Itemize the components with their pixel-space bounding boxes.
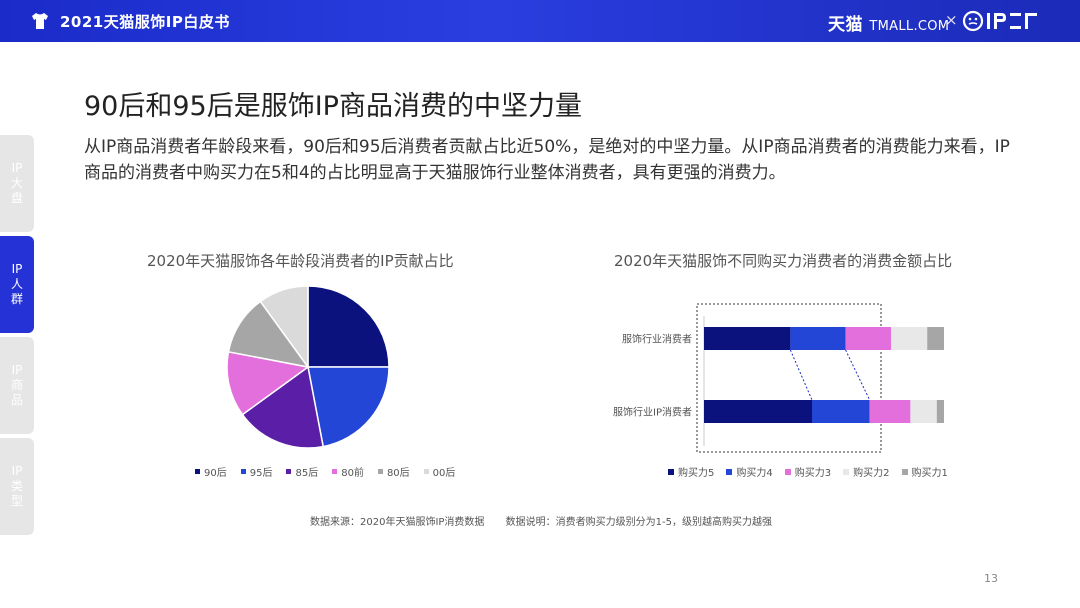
nav-tab-label: IP人群 [10, 262, 23, 306]
legend-label: 85后 [295, 468, 319, 479]
nav-tab-ip-overview[interactable]: IP大盘 [0, 135, 34, 232]
nav-tab-ip-types[interactable]: IP类型 [0, 438, 34, 535]
document-title: 2021天猫服饰IP白皮书 [60, 13, 230, 31]
legend-label: 90后 [204, 468, 227, 479]
legend-swatch [423, 469, 429, 474]
ipzz-logo-icon [962, 10, 1037, 32]
tshirt-icon [32, 13, 48, 29]
bar-chart-title: 2020年天猫服饰不同购买力消费者的消费金额占比 [614, 252, 953, 270]
legend-swatch [843, 468, 850, 475]
bar-legend-item: 购买力4 [726, 464, 773, 479]
pie-chart-title: 2020年天猫服饰各年龄段消费者的IP贡献占比 [147, 252, 454, 270]
tmall-logo: 天猫 TMALL.COM [828, 10, 949, 35]
pie-slice-80前 [226, 350, 310, 416]
summary-text: 从IP商品消费者年龄段来看，90后和95后消费者贡献占比近50%，是绝对的中坚力… [84, 137, 1010, 183]
bar-segment-购买力5 [704, 327, 791, 350]
legend-swatch [240, 469, 246, 474]
bar-segment-购买力1 [936, 400, 944, 423]
legend-label: 购买力1 [911, 468, 948, 479]
pie-legend-item: 85后 [286, 464, 318, 479]
age-contribution-pie-chart [226, 285, 390, 449]
footnote: 数据来源：2020年天猫服饰IP消费数据 数据说明：消费者购买力级别分为1-5，… [310, 513, 790, 528]
legend-label: 00后 [432, 468, 456, 479]
bar-legend-item: 购买力5 [668, 464, 714, 479]
legend-label: 95后 [249, 468, 273, 479]
tmall-logo-text: 天猫 [828, 15, 863, 35]
bar-category-label: 服饰行业IP消费者 [613, 406, 692, 419]
legend-swatch [784, 468, 791, 475]
nav-tab-ip-audience[interactable]: IP人群 [0, 236, 34, 333]
pie-legend-item: 80后 [377, 464, 410, 479]
pie-slice-80后 [227, 300, 310, 369]
data-definition-note: 数据说明：消费者购买力级别分为1-5，级别越高购买力越强 [505, 517, 772, 528]
legend-swatch [377, 469, 383, 474]
bar-legend: 购买力5 购买力4 购买力3 购买力2 购买力1 [668, 464, 960, 479]
bar-segment-购买力5 [704, 400, 812, 423]
highlight-frame [696, 303, 882, 453]
bar-legend-item: 购买力1 [901, 464, 948, 479]
legend-swatch [286, 469, 292, 474]
bar-segment-购买力3 [845, 327, 892, 350]
legend-swatch [726, 468, 733, 475]
legend-swatch [195, 469, 200, 474]
header-bar: 2021天猫服饰IP白皮书 天猫 TMALL.COM × [0, 0, 1080, 42]
bar-segment-购买力4 [812, 400, 870, 423]
bar-segment-购买力2 [910, 400, 937, 423]
legend-swatch [332, 469, 338, 474]
nav-tab-label: IP类型 [10, 464, 23, 508]
tmall-logo-domain: TMALL.COM [869, 19, 950, 34]
bar-legend-item: 购买力2 [843, 464, 890, 479]
bar-category-label: 服饰行业消费者 [622, 333, 692, 346]
bar-segment-购买力4 [790, 327, 846, 350]
cross-sign: × [945, 11, 958, 29]
legend-label: 80后 [386, 468, 410, 479]
pie-legend-item: 80前 [332, 464, 364, 479]
pie-legend: 90后 95后 85后 80前 80后 00后 [195, 464, 469, 479]
bar-legend-item: 购买力3 [784, 464, 832, 479]
legend-label: 80前 [341, 468, 364, 479]
data-source-note: 数据来源：2020年天猫服饰IP消费数据 [310, 517, 485, 528]
nav-tab-label: IP大盘 [10, 161, 23, 205]
legend-label: 购买力5 [678, 468, 715, 479]
nav-tab-ip-products[interactable]: IP商品 [0, 337, 34, 434]
bar-segment-购买力1 [927, 327, 944, 350]
pie-legend-item: 90后 [195, 464, 227, 479]
bar-segment-购买力2 [891, 327, 928, 350]
page-number: 13 [984, 572, 998, 585]
legend-swatch [901, 468, 908, 475]
pie-slice-95后 [307, 366, 390, 448]
pie-slice-90后 [307, 285, 390, 368]
pie-slice-00后 [259, 285, 309, 370]
comparison-connector [845, 349, 871, 401]
page-title: 90后和95后是服饰IP商品消费的中坚力量 [84, 91, 582, 122]
pie-slice-85后 [241, 365, 325, 449]
comparison-connector [789, 349, 813, 401]
pie-legend-item: 00后 [423, 464, 456, 479]
bar-segment-购买力3 [869, 400, 911, 423]
nav-tab-label: IP商品 [10, 363, 23, 407]
legend-swatch [668, 468, 674, 475]
legend-label: 购买力2 [853, 468, 890, 479]
legend-label: 购买力4 [736, 468, 773, 479]
legend-label: 购买力3 [794, 468, 832, 479]
pie-legend-item: 95后 [240, 464, 273, 479]
